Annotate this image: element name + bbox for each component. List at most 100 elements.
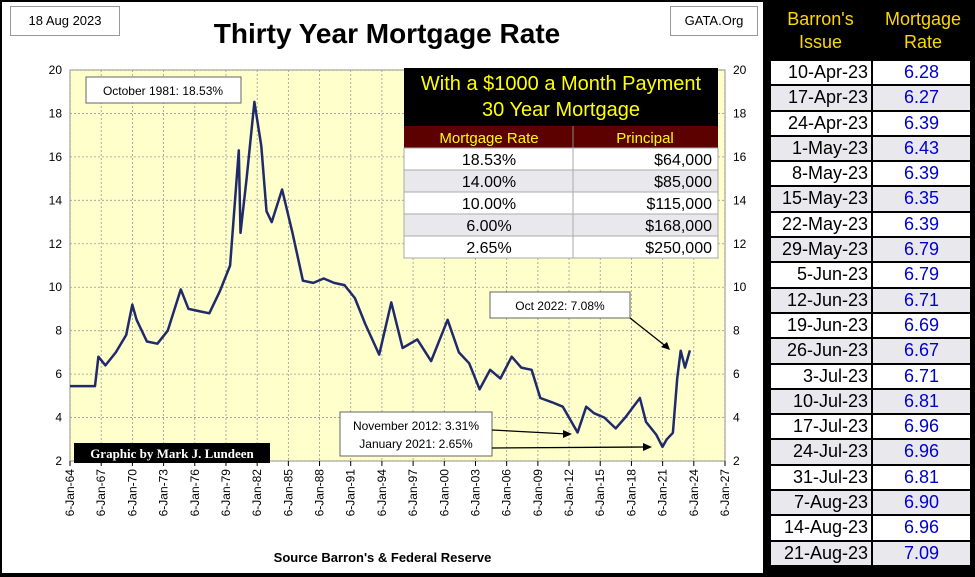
issue-rate-cell: 6.90 xyxy=(872,490,971,516)
issues-table-row: 10-Apr-23 6.28 xyxy=(770,60,971,86)
issue-date-cell: 24-Apr-23 xyxy=(770,110,872,136)
issue-rate-cell: 6.79 xyxy=(872,262,971,288)
x-tick-label: 6-Jan-18 xyxy=(624,469,638,517)
payment-table: With a $1000 a Month Payment 30 Year Mor… xyxy=(403,68,719,259)
annotation-nov2012-arrow xyxy=(491,429,569,435)
y-tick-label-left: 8 xyxy=(55,324,62,338)
payment-table-rows: 18.53% $64,000 14.00% $85,000 10.00% $115,000… xyxy=(403,147,719,259)
payment-table-col-rate: Mortgage Rate xyxy=(439,130,538,147)
issues-table-row: 12-Jun-23 6.71 xyxy=(770,287,971,313)
x-tick-label: 6-Jan-15 xyxy=(593,469,607,517)
issues-table-row: 17-Apr-23 6.27 xyxy=(770,85,971,111)
x-tick-label: 6-Jan-64 xyxy=(63,469,77,517)
annotation-jan2021-text: January 2021: 2.65% xyxy=(359,437,473,451)
x-tick-label: 6-Jan-94 xyxy=(375,469,389,517)
issue-date-cell: 15-May-23 xyxy=(770,186,872,212)
issue-date-cell: 3-Jul-23 xyxy=(770,363,872,389)
issues-table-row: 21-Aug-23 7.09 xyxy=(770,540,971,566)
issue-rate-cell: 6.71 xyxy=(872,363,971,389)
issue-date-cell: 31-Jul-23 xyxy=(770,464,872,491)
x-tick-label: 6-Jan-06 xyxy=(500,469,514,517)
x-tick-label: 6-Jan-00 xyxy=(437,469,451,517)
annotation-oct2022: Oct 2022: 7.08% xyxy=(489,291,670,350)
payment-table-header-bg xyxy=(404,126,718,148)
y-tick-label-right: 4 xyxy=(733,411,740,425)
x-tick-label: 6-Jan-91 xyxy=(344,469,358,517)
y-axis-right: 2 4 6 8 10 12 14 16 18 20 xyxy=(733,63,747,468)
credit-text: Graphic by Mark J. Lundeen xyxy=(90,446,254,461)
issue-rate-cell: 6.79 xyxy=(872,237,971,263)
issue-date-cell: 22-May-23 xyxy=(770,211,872,238)
annotation-lows-box xyxy=(339,411,493,457)
issues-table-row: 3-Jul-23 6.71 xyxy=(770,363,971,389)
payment-row-rate: 10.00% xyxy=(462,196,516,213)
issue-date-cell: 10-Jul-23 xyxy=(770,388,872,415)
x-tick-label: 6-Jan-24 xyxy=(687,469,701,517)
issues-table-row: 1-May-23 6.43 xyxy=(770,135,971,162)
chart-svg: 2 4 6 8 10 12 14 16 18 20 2 4 6 8 10 12 14 16 18 20 6-Jan-… xyxy=(49,63,747,517)
issue-date-cell: 1-May-23 xyxy=(770,135,872,162)
issue-date-cell: 12-Jun-23 xyxy=(770,287,872,313)
chart-panel: 2 4 6 8 10 12 14 16 18 20 2 4 6 8 10 12 14 16 18 20 6-Jan-… xyxy=(2,2,763,573)
annotation-peak: October 1981: 18.53% xyxy=(85,76,242,104)
x-tick-label: 6-Jan-88 xyxy=(313,469,327,517)
issue-date-cell: 21-Aug-23 xyxy=(770,540,872,566)
issue-date-cell: 24-Jul-23 xyxy=(770,439,872,465)
payment-row-rate: 18.53% xyxy=(462,152,516,169)
issue-date-cell: 5-Jun-23 xyxy=(770,262,872,288)
issue-date-cell: 17-Jul-23 xyxy=(770,414,872,440)
y-tick-label-left: 4 xyxy=(55,411,62,425)
payment-table-title-line1: With a $1000 a Month Payment xyxy=(421,73,702,95)
y-tick-label-right: 6 xyxy=(733,367,740,381)
mortgage-rate-line xyxy=(70,100,692,449)
payment-row-principal: $168,000 xyxy=(645,218,712,235)
y-tick-label-right: 18 xyxy=(733,106,747,120)
x-tick-label: 6-Jan-09 xyxy=(531,469,545,517)
y-tick-label-left: 10 xyxy=(49,280,63,294)
x-tick-label: 6-Jan-12 xyxy=(562,469,576,517)
annotation-nov2012-arrowhead xyxy=(563,430,572,438)
x-tick-label: 6-Jan-82 xyxy=(250,469,264,517)
y-tick-label-right: 8 xyxy=(733,324,740,338)
issues-table-row: 29-May-23 6.79 xyxy=(770,237,971,263)
y-tick-label-right: 12 xyxy=(733,237,747,251)
x-tick-label: 6-Jan-76 xyxy=(188,469,202,517)
issue-rate-cell: 6.39 xyxy=(872,211,971,238)
y-tick-label-left: 14 xyxy=(49,193,63,207)
issue-rate-cell: 6.67 xyxy=(872,338,971,364)
site-label: GATA.Org xyxy=(670,6,758,36)
issue-date-cell: 29-May-23 xyxy=(770,237,872,263)
issues-table-row: 24-Apr-23 6.39 xyxy=(770,110,971,136)
issues-col-header-issue: Barron's Issue xyxy=(787,9,854,52)
issues-table-row: 22-May-23 6.39 xyxy=(770,211,971,238)
issue-date-cell: 7-Aug-23 xyxy=(770,490,872,516)
payment-row-principal-cell xyxy=(572,235,719,259)
annotation-lows: November 2012: 3.31% January 2021: 2.65% xyxy=(339,411,652,457)
x-tick-label: 6-Jan-03 xyxy=(468,469,482,517)
x-tick-label: 6-Jan-70 xyxy=(125,469,139,517)
issue-rate-cell: 6.81 xyxy=(872,388,971,415)
credit-badge-bg xyxy=(74,443,270,463)
y-tick-label-right: 10 xyxy=(733,280,747,294)
annotation-jan2021-arrow xyxy=(491,446,649,449)
issues-table-row: 17-Jul-23 6.96 xyxy=(770,414,971,440)
annotation-jan2021-arrowhead xyxy=(643,443,652,451)
annotation-peak-text: October 1981: 18.53% xyxy=(103,84,223,98)
issues-table-row: 8-May-23 6.39 xyxy=(770,161,971,187)
annotation-nov2012-text: November 2012: 3.31% xyxy=(353,419,479,433)
issue-rate-cell: 6.28 xyxy=(872,60,971,86)
issue-rate-cell: 6.43 xyxy=(872,135,971,162)
x-tick-label: 6-Jan-21 xyxy=(656,469,670,517)
issues-col-header-rate: Mortgage Rate xyxy=(884,9,962,52)
y-tick-label-left: 2 xyxy=(55,454,62,468)
issues-table: Barron's Issue Mortgage Rate 10-Apr-23 6.… xyxy=(768,2,973,573)
payment-row-rate: 2.65% xyxy=(466,240,511,257)
issue-rate-cell: 6.35 xyxy=(872,186,971,212)
issues-table-row: 31-Jul-23 6.81 xyxy=(770,464,971,491)
payment-row-principal: $115,000 xyxy=(646,196,712,213)
annotation-oct2022-arrowhead xyxy=(661,342,670,350)
issue-rate-cell: 6.71 xyxy=(872,287,971,313)
issue-rate-cell: 6.39 xyxy=(872,161,971,187)
chart-title: Thirty Year Mortgage Rate xyxy=(213,18,561,49)
issue-date-cell: 14-Aug-23 xyxy=(770,515,872,541)
